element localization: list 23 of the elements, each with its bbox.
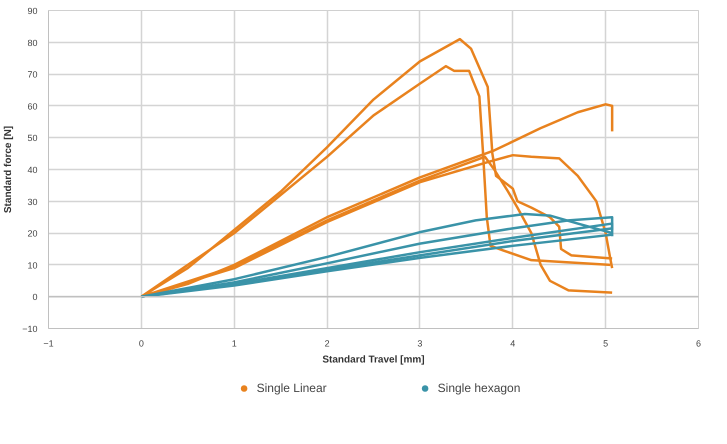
x-tick-label: 0 xyxy=(138,338,144,348)
y-axis-title: Standard force [N] xyxy=(3,126,14,214)
y-tick-label: 0 xyxy=(32,292,38,302)
y-tick-label: 80 xyxy=(27,38,38,48)
y-tick-label: 30 xyxy=(27,196,38,207)
y-tick-label: 10 xyxy=(27,260,38,270)
y-tick-label: −10 xyxy=(22,324,38,334)
legend-label: Single Linear xyxy=(256,381,327,395)
y-tick-label: 60 xyxy=(27,101,38,112)
x-tick-label: 1 xyxy=(232,338,237,348)
y-tick-label: 40 xyxy=(27,165,38,175)
y-tick-label: 90 xyxy=(27,6,38,16)
x-tick-label: 4 xyxy=(510,338,516,348)
y-tick-label: 20 xyxy=(27,228,38,239)
x-tick-label: 6 xyxy=(696,338,702,348)
x-tick-label: −1 xyxy=(43,338,54,348)
x-tick-label: 3 xyxy=(417,338,422,348)
x-axis-title: Standard Travel [mm] xyxy=(322,354,425,366)
legend-label: Single hexagon xyxy=(438,381,520,395)
y-tick-label: 70 xyxy=(27,70,38,80)
x-tick-label: 2 xyxy=(324,338,330,348)
x-tick-label: 5 xyxy=(603,338,608,348)
y-tick-label: 50 xyxy=(27,133,38,144)
